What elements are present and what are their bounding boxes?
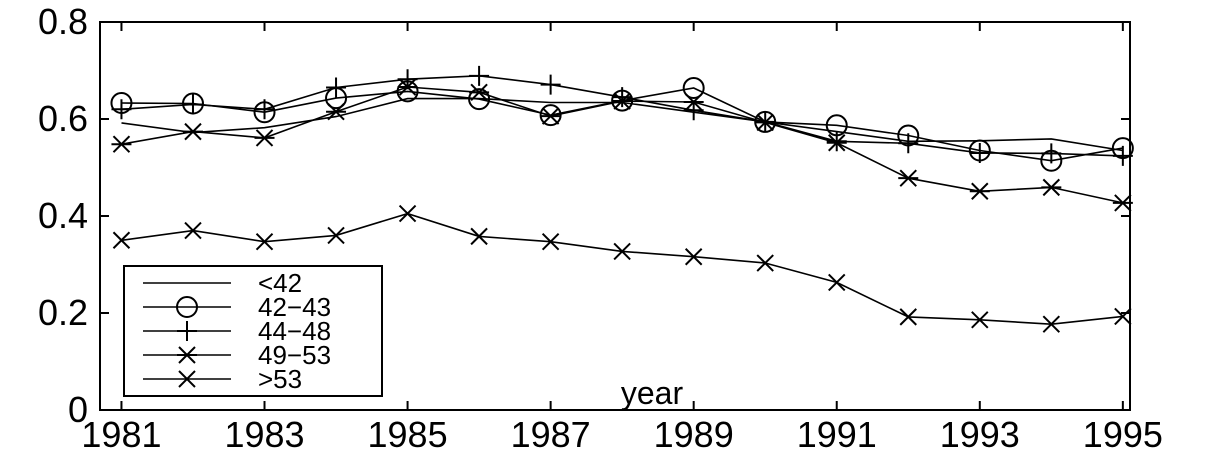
- x-tick-label: 1991: [797, 414, 877, 453]
- data-point: [826, 134, 847, 152]
- x-tick-label: 1981: [81, 414, 161, 453]
- data-point: [682, 76, 705, 99]
- data-point: [756, 254, 774, 272]
- legend-entry: >53: [143, 364, 302, 394]
- data-point: [540, 74, 561, 95]
- data-point: [254, 129, 275, 147]
- legend-label: 49−53: [258, 340, 331, 370]
- legend-label: <42: [258, 268, 302, 298]
- data-point: [255, 232, 274, 251]
- x-tick-label: 1993: [940, 414, 1020, 453]
- legend-marker: [176, 296, 198, 318]
- data-point: [898, 133, 919, 154]
- series-4: [112, 204, 1132, 333]
- legend-entry: 44−48: [143, 316, 331, 346]
- x-tick-label: 1983: [224, 414, 304, 453]
- x-tick-label: 1985: [368, 414, 448, 453]
- data-point: [1041, 143, 1062, 164]
- data-point: [469, 83, 490, 102]
- legend-entry: 49−53: [143, 340, 331, 370]
- data-point: [111, 135, 132, 153]
- data-point: [470, 227, 488, 246]
- data-point: [541, 232, 560, 251]
- data-point: [612, 87, 633, 108]
- x-tick-label: 1989: [654, 414, 734, 453]
- data-point: [397, 78, 418, 96]
- data-point: [684, 248, 703, 266]
- axis-ticks: 1981 1983 1985 1987 1989 1991 1993 1995 0 0.2 0.4 0…: [38, 1, 1163, 453]
- data-point: [899, 308, 917, 326]
- x-axis-label: year: [621, 375, 684, 411]
- x-tick-label: 1987: [511, 414, 591, 453]
- data-point: [184, 221, 202, 240]
- series-3: [111, 78, 1133, 212]
- data-point: [112, 231, 131, 249]
- data-point: [469, 65, 490, 86]
- y-tick-label: 0.6: [38, 98, 88, 139]
- data-point: [1042, 315, 1061, 333]
- data-point: [398, 204, 417, 223]
- legend-label: 44−48: [258, 316, 331, 346]
- y-tick-label: 0.8: [38, 1, 88, 42]
- y-tick-label: 0.4: [38, 195, 88, 236]
- data-point: [969, 182, 990, 200]
- data-point: [182, 122, 203, 141]
- data-point: [1114, 307, 1132, 326]
- x-tick-label: 1995: [1083, 414, 1163, 453]
- data-point: [969, 142, 990, 163]
- legend-marker: [178, 370, 196, 388]
- data-point: [898, 169, 919, 187]
- data-point: [326, 103, 347, 121]
- data-point: [1112, 145, 1133, 166]
- data-point: [1112, 194, 1133, 212]
- legend-marker: [177, 321, 197, 341]
- data-point: [468, 88, 491, 111]
- data-point: [755, 113, 776, 132]
- data-point: [182, 94, 203, 115]
- data-point: [683, 100, 704, 121]
- data-point: [326, 77, 347, 98]
- data-point: [111, 99, 132, 120]
- data-point: [1041, 178, 1062, 197]
- legend-label: 42−43: [258, 292, 331, 322]
- legend-entry: <42: [143, 268, 302, 298]
- legend-marker: [177, 346, 197, 364]
- data-point: [540, 107, 561, 125]
- data-point: [828, 273, 846, 292]
- y-tick-label: 0: [68, 389, 88, 430]
- legend-label: >53: [258, 364, 302, 394]
- data-point: [254, 99, 275, 120]
- legend-entry: 42−43: [143, 292, 331, 322]
- data-point: [971, 311, 989, 329]
- data-point: [612, 92, 633, 110]
- series-layer: [110, 65, 1134, 333]
- data-point: [683, 93, 704, 111]
- data-point: [613, 242, 631, 261]
- y-tick-label: 0.2: [38, 292, 88, 333]
- data-point: [327, 226, 345, 245]
